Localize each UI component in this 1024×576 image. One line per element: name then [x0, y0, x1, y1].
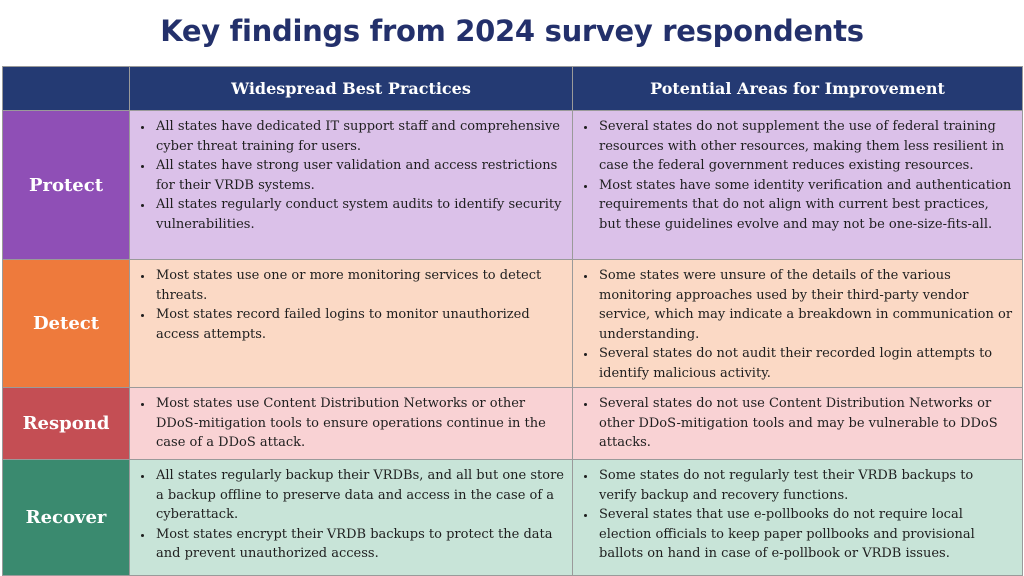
category-recover: Recover	[2, 459, 130, 576]
best-practices-respond: Most states use Content Distribution Net…	[129, 387, 573, 460]
list-item: Most states record failed logins to moni…	[154, 305, 564, 344]
best-practices-recover: All states regularly backup their VRDBs,…	[129, 459, 573, 576]
list-item: All states have strong user validation a…	[154, 156, 564, 195]
list-item: All states regularly conduct system audi…	[154, 195, 564, 234]
improvement-recover: Some states do not regularly test their …	[572, 459, 1023, 576]
list-item: Several states do not audit their record…	[597, 344, 1014, 383]
table-row-recover: Recover All states regularly backup thei…	[2, 459, 1023, 576]
list-item: Several states that use e-pollbooks do n…	[597, 505, 1014, 564]
list-item: Most states have some identity verificat…	[597, 176, 1014, 235]
table-row-protect: Protect All states have dedicated IT sup…	[2, 110, 1023, 260]
column-header-best-practices: Widespread Best Practices	[129, 66, 573, 111]
category-respond: Respond	[2, 387, 130, 460]
category-protect: Protect	[2, 110, 130, 260]
table-header-row: Widespread Best Practices Potential Area…	[2, 66, 1023, 111]
improvement-respond: Several states do not use Content Distri…	[572, 387, 1023, 460]
list-item: All states have dedicated IT support sta…	[154, 117, 564, 156]
list-item: Most states encrypt their VRDB backups t…	[154, 525, 564, 564]
list-item: Most states use one or more monitoring s…	[154, 266, 564, 305]
best-practices-protect: All states have dedicated IT support sta…	[129, 110, 573, 260]
list-item: All states regularly backup their VRDBs,…	[154, 466, 564, 525]
improvement-detect: Some states were unsure of the details o…	[572, 259, 1023, 388]
list-item: Some states were unsure of the details o…	[597, 266, 1014, 344]
page-title: Key findings from 2024 survey respondent…	[160, 14, 864, 48]
list-item: Most states use Content Distribution Net…	[154, 394, 564, 453]
list-item: Several states do not use Content Distri…	[597, 394, 1014, 453]
category-detect: Detect	[2, 259, 130, 388]
column-header-improvement: Potential Areas for Improvement	[572, 66, 1023, 111]
list-item: Some states do not regularly test their …	[597, 466, 1014, 505]
list-item: Several states do not supplement the use…	[597, 117, 1014, 176]
header-corner-cell	[2, 66, 130, 111]
table-row-detect: Detect Most states use one or more monit…	[2, 259, 1023, 388]
findings-table: Widespread Best Practices Potential Area…	[2, 66, 1023, 576]
table-row-respond: Respond Most states use Content Distribu…	[2, 387, 1023, 460]
best-practices-detect: Most states use one or more monitoring s…	[129, 259, 573, 388]
improvement-protect: Several states do not supplement the use…	[572, 110, 1023, 260]
